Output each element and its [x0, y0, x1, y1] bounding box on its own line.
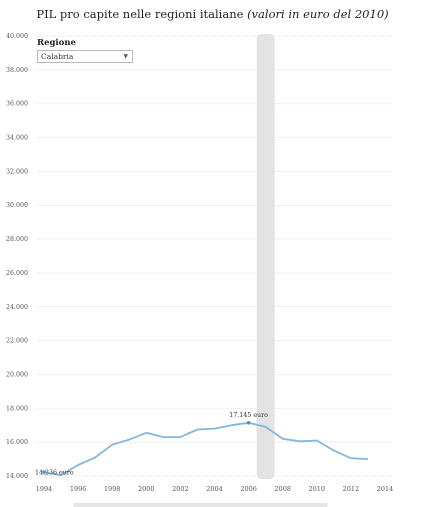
x-tick-label: 2006: [240, 485, 257, 493]
title-subtitle: (valori in euro del 2010): [247, 7, 389, 21]
y-tick-label: 26.000: [6, 270, 28, 277]
annotation-label: 17.145 euro: [229, 412, 268, 419]
region-select-value: Calabria: [41, 52, 74, 61]
region-filter-label: Regione: [37, 38, 76, 48]
x-tick-label: 1998: [104, 485, 121, 493]
y-tick-label: 40.000: [6, 33, 28, 40]
data-point: [111, 444, 113, 446]
x-tick-label: 2000: [138, 485, 155, 493]
y-tick-label: 14.000: [6, 473, 28, 480]
annotation-marker: [42, 470, 46, 474]
y-tick-label: 30.000: [6, 202, 28, 209]
y-tick-label: 16.000: [6, 439, 28, 446]
data-point: [350, 457, 352, 459]
x-tick-label: 2010: [309, 485, 326, 493]
data-point: [214, 428, 216, 430]
chart-title: PIL pro capite nelle regioni italiane (v…: [0, 7, 425, 21]
data-point: [77, 464, 79, 466]
annotation-label: 14.236 euro: [35, 470, 74, 477]
data-point: [180, 436, 182, 438]
data-point: [333, 450, 335, 452]
x-tick-label: 2002: [172, 485, 189, 493]
y-tick-label: 34.000: [6, 135, 28, 142]
data-point: [162, 436, 164, 438]
data-point: [94, 456, 96, 458]
title-main: PIL pro capite nelle regioni italiane: [36, 7, 244, 21]
chevron-down-icon: ▼: [123, 53, 128, 60]
x-tick-label: 2014: [377, 485, 394, 493]
x-tick-label: 1994: [36, 485, 53, 493]
x-tick-label: 2004: [206, 485, 223, 493]
data-point: [145, 432, 147, 434]
y-tick-label: 22.000: [6, 338, 28, 345]
y-tick-label: 24.000: [6, 304, 28, 311]
highlight-band: [256, 34, 275, 479]
data-point: [265, 426, 267, 428]
x-tick-label: 2012: [343, 485, 360, 493]
data-point: [128, 439, 130, 441]
y-tick-label: 18.000: [6, 405, 28, 412]
region-select[interactable]: Calabria ▼: [37, 50, 133, 63]
data-point: [197, 429, 199, 431]
data-point: [231, 424, 233, 426]
horizontal-scrollbar[interactable]: [73, 503, 328, 507]
data-point: [367, 458, 369, 460]
y-tick-label: 36.000: [6, 101, 28, 108]
annotation-marker: [246, 420, 251, 425]
y-tick-label: 38.000: [6, 67, 28, 74]
region-filter: Regione Calabria ▼: [37, 38, 133, 63]
x-tick-label: 2008: [274, 485, 291, 493]
y-tick-label: 32.000: [6, 168, 28, 175]
y-tick-label: 20.000: [6, 371, 28, 378]
x-tick-label: 1996: [70, 485, 87, 493]
data-point: [282, 438, 284, 440]
series-line: [43, 421, 368, 477]
data-point: [316, 440, 318, 442]
y-tick-label: 28.000: [6, 236, 28, 243]
data-point: [299, 440, 301, 442]
